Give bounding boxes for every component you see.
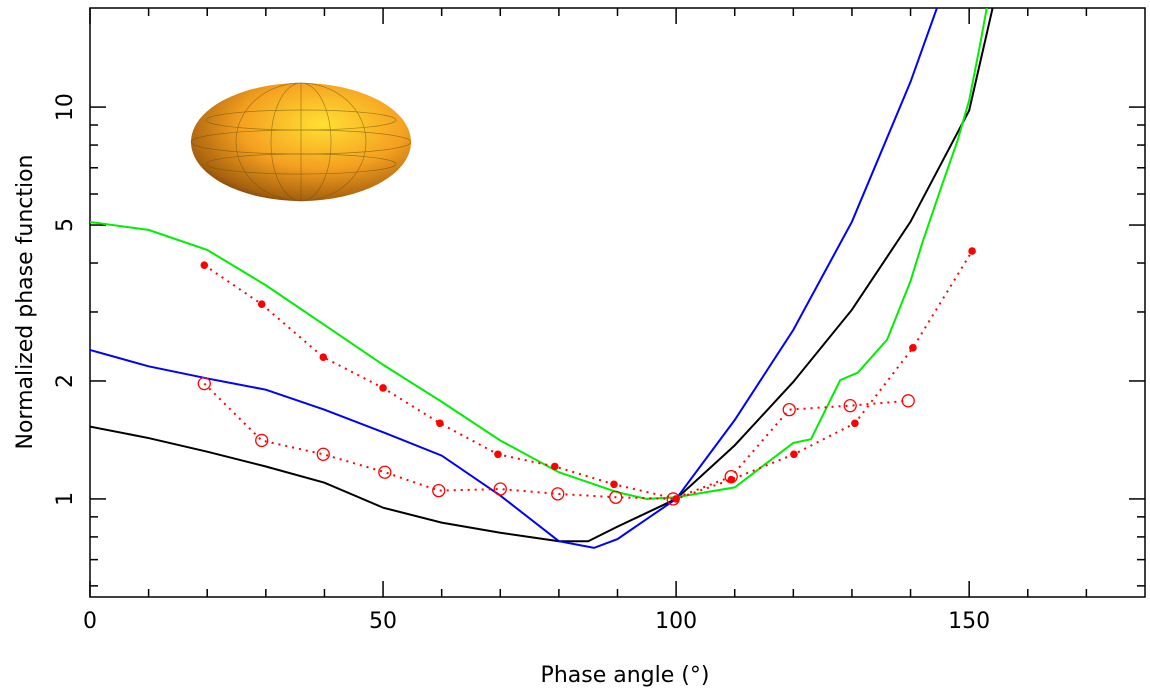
series-line xyxy=(90,8,988,500)
data-point xyxy=(724,469,738,484)
data-point xyxy=(609,490,623,504)
data-point xyxy=(666,492,680,506)
x-tick-label: 100 xyxy=(655,609,697,634)
data-point xyxy=(843,399,857,413)
plot-area xyxy=(90,8,994,549)
data-point xyxy=(851,419,859,428)
data-point xyxy=(255,433,269,448)
data-point xyxy=(378,465,392,479)
data-point xyxy=(257,300,266,309)
data-point xyxy=(436,419,444,428)
x-tick-label: 50 xyxy=(369,609,397,634)
data-point xyxy=(610,480,618,489)
series-line xyxy=(90,8,994,543)
data-point xyxy=(782,402,796,417)
data-point xyxy=(319,353,328,361)
data-point xyxy=(432,483,446,498)
data-point xyxy=(200,261,209,269)
data-point xyxy=(197,376,211,391)
data-point xyxy=(493,482,507,496)
data-point xyxy=(551,487,565,501)
x-tick-label: 150 xyxy=(948,609,990,634)
y-tick-label: 2 xyxy=(53,374,78,388)
x-axis-label: Phase angle (°) xyxy=(541,663,710,688)
data-point xyxy=(790,450,798,459)
data-point xyxy=(316,447,330,461)
data-point xyxy=(968,247,976,255)
x-tick-label: 0 xyxy=(83,609,97,634)
series-line xyxy=(90,8,938,549)
data-point xyxy=(901,394,915,408)
y-tick-label: 10 xyxy=(53,93,78,121)
data-point xyxy=(550,462,559,471)
y-tick-label: 1 xyxy=(53,492,78,506)
data-point xyxy=(379,384,387,392)
data-point xyxy=(727,475,736,484)
series-line xyxy=(203,250,973,500)
data-point xyxy=(494,450,502,459)
data-point xyxy=(909,344,917,352)
y-axis-label: Normalized phase function xyxy=(13,154,38,449)
ellipsoid-illustration xyxy=(190,82,412,202)
y-tick-label: 5 xyxy=(53,218,78,232)
